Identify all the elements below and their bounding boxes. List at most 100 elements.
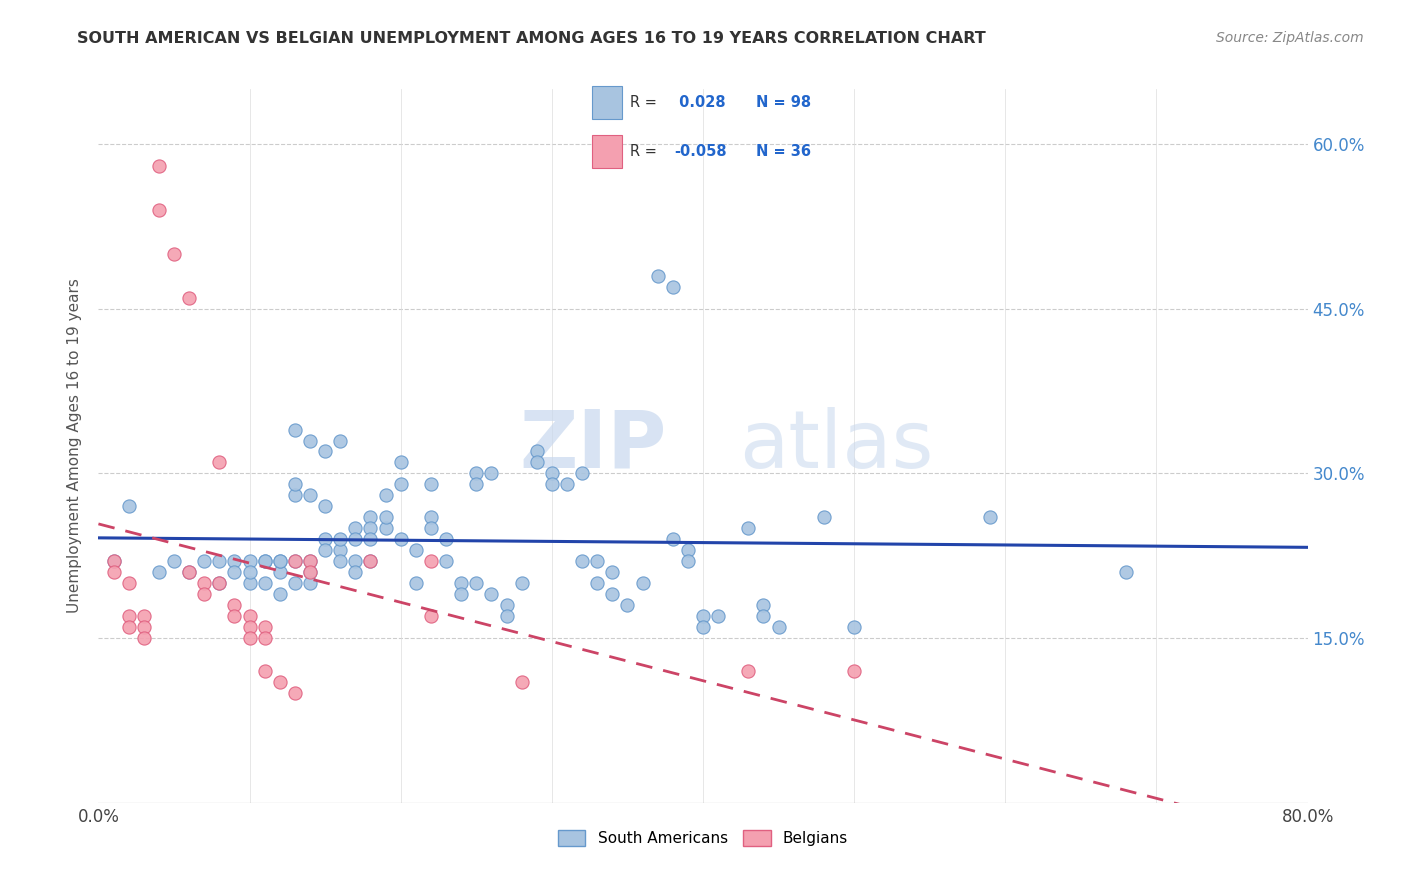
- Point: [193, 587, 215, 601]
- Point: [602, 566, 624, 580]
- Point: [193, 576, 215, 591]
- Text: R =: R =: [630, 95, 662, 110]
- Point: [434, 533, 457, 547]
- Point: [179, 566, 201, 580]
- Point: [405, 543, 427, 558]
- Point: [344, 533, 367, 547]
- Point: [269, 554, 291, 568]
- Point: [571, 554, 593, 568]
- Point: [179, 566, 201, 580]
- Point: [239, 631, 262, 645]
- Point: [163, 247, 186, 261]
- Point: [676, 554, 699, 568]
- Point: [208, 576, 231, 591]
- Point: [465, 576, 488, 591]
- Text: SOUTH AMERICAN VS BELGIAN UNEMPLOYMENT AMONG AGES 16 TO 19 YEARS CORRELATION CHA: SOUTH AMERICAN VS BELGIAN UNEMPLOYMENT A…: [77, 31, 986, 46]
- Point: [314, 500, 336, 514]
- Point: [540, 477, 562, 491]
- Point: [299, 554, 322, 568]
- Point: [844, 620, 866, 634]
- Point: [253, 620, 276, 634]
- Point: [224, 566, 246, 580]
- Point: [389, 455, 412, 469]
- Point: [118, 620, 141, 634]
- Point: [132, 620, 155, 634]
- Point: [844, 664, 866, 678]
- Point: [118, 609, 141, 624]
- Point: [389, 533, 412, 547]
- Point: [103, 554, 125, 568]
- Point: [389, 477, 412, 491]
- Point: [253, 576, 276, 591]
- FancyBboxPatch shape: [592, 87, 621, 119]
- Point: [148, 566, 170, 580]
- Point: [450, 587, 472, 601]
- Point: [344, 554, 367, 568]
- Point: [360, 533, 382, 547]
- Point: [253, 554, 276, 568]
- Point: [284, 488, 307, 502]
- Point: [405, 576, 427, 591]
- Point: [329, 533, 352, 547]
- Point: [103, 554, 125, 568]
- Point: [208, 576, 231, 591]
- Point: [374, 521, 396, 535]
- Point: [132, 631, 155, 645]
- Point: [616, 598, 638, 612]
- Point: [269, 566, 291, 580]
- Point: [692, 620, 714, 634]
- Point: [768, 620, 790, 634]
- Point: [208, 554, 231, 568]
- Point: [344, 566, 367, 580]
- Point: [434, 554, 457, 568]
- Point: [450, 576, 472, 591]
- Point: [239, 554, 262, 568]
- Point: [481, 467, 503, 481]
- Point: [208, 455, 231, 469]
- Text: N = 36: N = 36: [756, 145, 811, 160]
- Point: [239, 566, 262, 580]
- Point: [314, 543, 336, 558]
- Point: [813, 510, 835, 524]
- Point: [284, 554, 307, 568]
- Point: [224, 598, 246, 612]
- Point: [284, 576, 307, 591]
- Point: [179, 291, 201, 305]
- Point: [284, 686, 307, 700]
- Point: [299, 434, 322, 448]
- Point: [495, 609, 517, 624]
- Text: 0.028: 0.028: [673, 95, 725, 110]
- Text: R =: R =: [630, 145, 662, 160]
- Text: atlas: atlas: [740, 407, 934, 485]
- Point: [118, 500, 141, 514]
- Point: [1115, 566, 1137, 580]
- Point: [148, 202, 170, 217]
- Point: [329, 554, 352, 568]
- Point: [299, 566, 322, 580]
- Point: [284, 423, 307, 437]
- Point: [193, 554, 215, 568]
- Point: [224, 554, 246, 568]
- Point: [540, 467, 562, 481]
- Point: [526, 444, 548, 458]
- Point: [163, 554, 186, 568]
- Text: N = 98: N = 98: [756, 95, 811, 110]
- Y-axis label: Unemployment Among Ages 16 to 19 years: Unemployment Among Ages 16 to 19 years: [67, 278, 83, 614]
- Point: [737, 521, 759, 535]
- Point: [495, 598, 517, 612]
- Point: [661, 533, 683, 547]
- Legend: South Americans, Belgians: South Americans, Belgians: [551, 824, 855, 852]
- Point: [555, 477, 578, 491]
- Point: [269, 554, 291, 568]
- Point: [526, 455, 548, 469]
- Point: [707, 609, 730, 624]
- Point: [481, 587, 503, 601]
- Point: [661, 280, 683, 294]
- Text: ZIP: ZIP: [519, 407, 666, 485]
- Point: [360, 521, 382, 535]
- Point: [269, 675, 291, 690]
- Point: [571, 467, 593, 481]
- Point: [586, 576, 609, 591]
- Point: [752, 598, 775, 612]
- Point: [465, 477, 488, 491]
